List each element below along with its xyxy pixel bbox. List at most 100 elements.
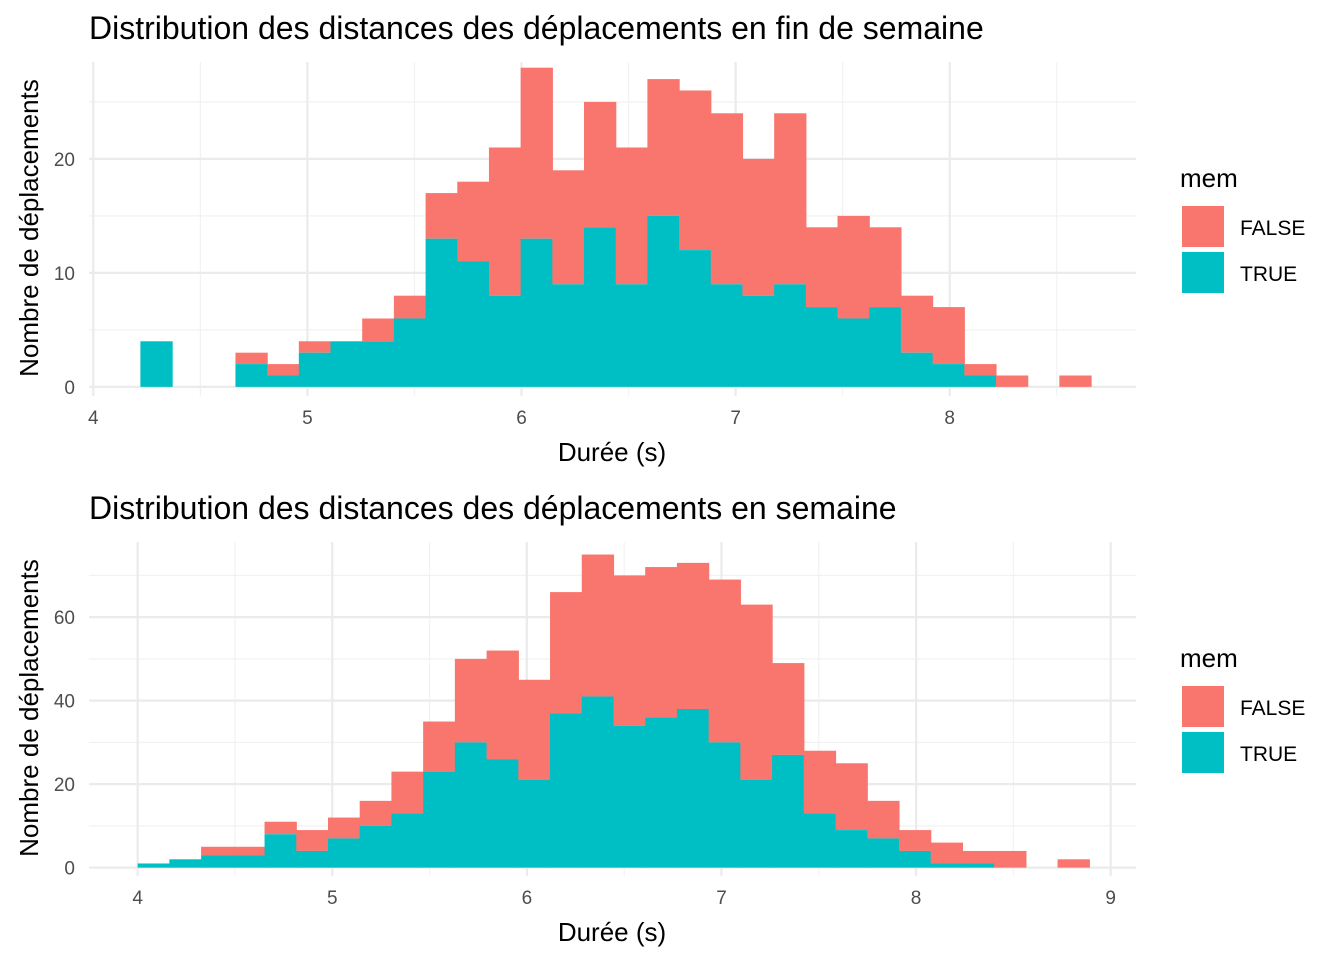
bar-false (298, 341, 332, 353)
bar-true (803, 813, 837, 868)
bar-true (962, 863, 995, 868)
bar-false (393, 295, 427, 319)
bar-true (391, 813, 424, 868)
bar-true (676, 709, 710, 868)
bar-false (550, 592, 583, 714)
bar-false (488, 147, 522, 296)
bar-false (425, 193, 458, 239)
bar-true (647, 215, 680, 387)
x-tick-label: 8 (911, 888, 922, 909)
bar-true (232, 855, 266, 868)
bar-true (298, 352, 332, 387)
bar-true (169, 859, 202, 868)
bar-false (454, 658, 488, 743)
bar-false (457, 181, 490, 262)
bar-true (645, 717, 678, 868)
bar-false (359, 800, 393, 826)
bar-true (359, 825, 393, 868)
bar-true (742, 295, 775, 387)
bar-false (201, 846, 234, 856)
x-tick-label: 4 (88, 408, 99, 429)
y-tick-label: 0 (64, 378, 75, 399)
bar-false (740, 604, 773, 780)
legend-key-false (1182, 686, 1224, 727)
bar-true (900, 352, 934, 387)
y-tick-label: 0 (64, 859, 75, 880)
legend-key-true (1182, 732, 1224, 773)
y-tick-label: 40 (54, 692, 75, 713)
bar-false (867, 800, 900, 839)
bar-true (613, 725, 646, 868)
bar-true (140, 341, 173, 387)
bar-false (932, 307, 965, 365)
bar-true (774, 284, 807, 387)
bar-true (679, 250, 712, 387)
legend-title: mem (1180, 643, 1238, 673)
bar-true (362, 341, 395, 387)
legend-label-true: TRUE (1240, 263, 1297, 286)
bar-false (995, 375, 1029, 387)
y-axis-title: Nombre de déplacements (14, 559, 44, 857)
bar-true (330, 341, 363, 387)
x-tick-labels: 4 5 6 7 8 9 (132, 888, 1116, 909)
bar-true (137, 863, 170, 868)
bar-true (867, 838, 900, 868)
x-tick-label: 5 (327, 888, 338, 909)
x-tick-label: 7 (730, 408, 741, 429)
bar-false (613, 575, 646, 726)
bar-false (679, 90, 712, 251)
bar-true (615, 284, 648, 387)
bar-false (708, 579, 741, 743)
bar-true (454, 742, 488, 868)
x-tick-label: 8 (944, 408, 955, 429)
bar-true (457, 261, 490, 387)
bar-true (835, 830, 868, 868)
x-tick-label: 9 (1105, 888, 1116, 909)
legend: mem FALSE TRUE (1180, 643, 1305, 773)
x-tick-label: 4 (132, 888, 143, 909)
chart-panel-weekday: Distribution des distances des déplaceme… (14, 490, 1305, 947)
bar-false (584, 101, 617, 228)
bar-false (837, 215, 870, 319)
bar-true (581, 696, 615, 868)
bar-false (296, 830, 329, 851)
bar-false (232, 846, 266, 856)
bar-false (803, 750, 837, 814)
bar-true (932, 364, 965, 387)
bar-true (869, 307, 902, 387)
x-axis-title: Durée (s) (558, 917, 666, 947)
bar-false (742, 158, 775, 296)
bar-true (423, 771, 456, 868)
bar-false (835, 763, 868, 831)
bar-false (900, 295, 934, 353)
y-tick-labels: 0 10 20 (54, 150, 75, 399)
bar-false (772, 663, 805, 755)
x-tick-label: 6 (516, 408, 527, 429)
bar-false (1057, 859, 1090, 868)
bar-true (327, 838, 361, 868)
bar-false (805, 227, 839, 308)
legend: mem FALSE TRUE (1180, 163, 1305, 293)
bar-false (869, 227, 902, 308)
bar-false (264, 821, 297, 835)
bar-true (425, 238, 458, 387)
legend-key-false (1182, 206, 1224, 247)
bar-false (774, 113, 807, 285)
bar-false (518, 679, 551, 780)
bar-true (772, 754, 805, 868)
x-tick-label: 7 (716, 888, 727, 909)
bar-false (964, 364, 997, 376)
bar-true (296, 850, 329, 868)
y-axis-title: Nombre de déplacements (14, 79, 44, 377)
bar-false (645, 567, 678, 718)
x-tick-label: 6 (522, 888, 533, 909)
y-tick-label: 60 (54, 608, 75, 629)
bar-false (930, 842, 964, 864)
y-tick-labels: 0 20 40 60 (54, 608, 75, 880)
bar-false (391, 771, 424, 814)
bar-true (837, 318, 870, 387)
bar-true (550, 713, 583, 868)
bar-true (267, 375, 300, 387)
bar-false (552, 170, 585, 285)
